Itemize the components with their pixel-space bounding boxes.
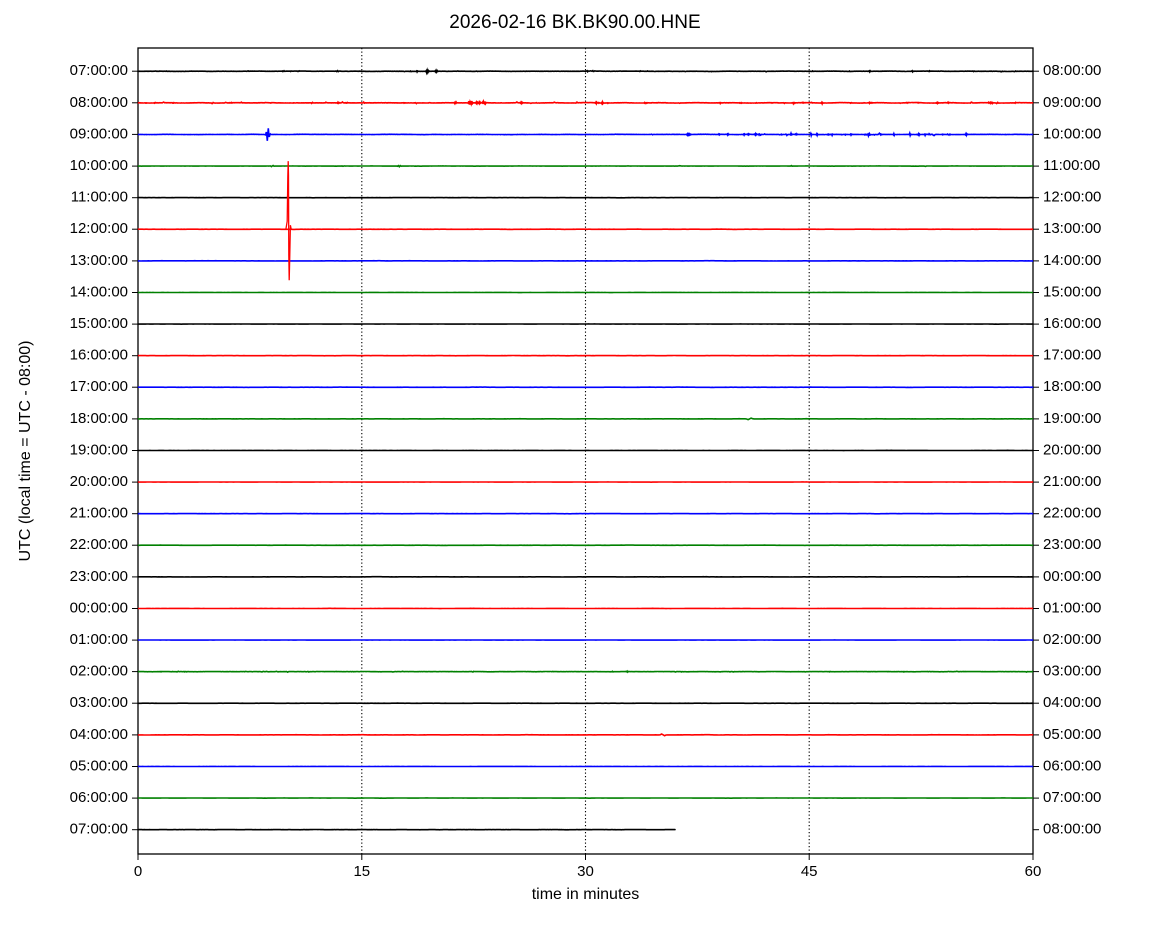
svg-text:15:00:00: 15:00:00: [70, 315, 128, 332]
svg-text:60: 60: [1025, 863, 1042, 880]
svg-text:04:00:00: 04:00:00: [1043, 694, 1101, 711]
svg-text:06:00:00: 06:00:00: [70, 789, 128, 806]
svg-text:17:00:00: 17:00:00: [1043, 347, 1101, 364]
svg-text:13:00:00: 13:00:00: [70, 252, 128, 269]
svg-text:19:00:00: 19:00:00: [70, 442, 128, 459]
svg-text:08:00:00: 08:00:00: [1043, 62, 1101, 79]
svg-text:30: 30: [577, 863, 594, 880]
svg-text:04:00:00: 04:00:00: [70, 726, 128, 743]
svg-text:07:00:00: 07:00:00: [70, 62, 128, 79]
svg-text:22:00:00: 22:00:00: [1043, 505, 1101, 522]
svg-text:13:00:00: 13:00:00: [1043, 220, 1101, 237]
svg-text:15: 15: [353, 863, 370, 880]
svg-text:00:00:00: 00:00:00: [1043, 568, 1101, 585]
svg-text:16:00:00: 16:00:00: [70, 347, 128, 364]
svg-text:10:00:00: 10:00:00: [1043, 125, 1101, 142]
svg-text:05:00:00: 05:00:00: [70, 758, 128, 775]
svg-text:06:00:00: 06:00:00: [1043, 758, 1101, 775]
svg-text:14:00:00: 14:00:00: [70, 284, 128, 301]
svg-text:12:00:00: 12:00:00: [70, 220, 128, 237]
svg-text:01:00:00: 01:00:00: [1043, 600, 1101, 617]
svg-text:17:00:00: 17:00:00: [70, 378, 128, 395]
svg-text:08:00:00: 08:00:00: [1043, 821, 1101, 838]
svg-text:20:00:00: 20:00:00: [1043, 442, 1101, 459]
svg-text:23:00:00: 23:00:00: [70, 568, 128, 585]
svg-text:09:00:00: 09:00:00: [70, 125, 128, 142]
svg-text:03:00:00: 03:00:00: [70, 694, 128, 711]
svg-text:23:00:00: 23:00:00: [1043, 536, 1101, 553]
svg-text:14:00:00: 14:00:00: [1043, 252, 1101, 269]
svg-text:time in minutes: time in minutes: [532, 886, 640, 903]
svg-text:00:00:00: 00:00:00: [70, 600, 128, 617]
svg-text:11:00:00: 11:00:00: [71, 189, 128, 206]
svg-text:21:00:00: 21:00:00: [1043, 473, 1101, 490]
svg-text:05:00:00: 05:00:00: [1043, 726, 1101, 743]
svg-text:18:00:00: 18:00:00: [70, 410, 128, 427]
svg-text:15:00:00: 15:00:00: [1043, 284, 1101, 301]
svg-text:09:00:00: 09:00:00: [1043, 94, 1101, 111]
svg-text:12:00:00: 12:00:00: [1043, 189, 1101, 206]
svg-text:2026-02-16 BK.BK90.00.HNE: 2026-02-16 BK.BK90.00.HNE: [449, 12, 700, 33]
svg-text:02:00:00: 02:00:00: [70, 663, 128, 680]
svg-text:UTC (local time = UTC - 08:00): UTC (local time = UTC - 08:00): [17, 341, 34, 562]
svg-text:08:00:00: 08:00:00: [70, 94, 128, 111]
svg-text:16:00:00: 16:00:00: [1043, 315, 1101, 332]
svg-text:19:00:00: 19:00:00: [1043, 410, 1101, 427]
svg-text:22:00:00: 22:00:00: [70, 536, 128, 553]
svg-text:07:00:00: 07:00:00: [70, 821, 128, 838]
svg-text:10:00:00: 10:00:00: [70, 157, 128, 174]
svg-text:03:00:00: 03:00:00: [1043, 663, 1101, 680]
svg-text:45: 45: [801, 863, 818, 880]
svg-text:21:00:00: 21:00:00: [70, 505, 128, 522]
svg-text:01:00:00: 01:00:00: [70, 631, 128, 648]
svg-text:02:00:00: 02:00:00: [1043, 631, 1101, 648]
svg-text:0: 0: [134, 863, 142, 880]
svg-text:20:00:00: 20:00:00: [70, 473, 128, 490]
svg-text:18:00:00: 18:00:00: [1043, 378, 1101, 395]
svg-text:11:00:00: 11:00:00: [1043, 157, 1100, 174]
svg-text:07:00:00: 07:00:00: [1043, 789, 1101, 806]
